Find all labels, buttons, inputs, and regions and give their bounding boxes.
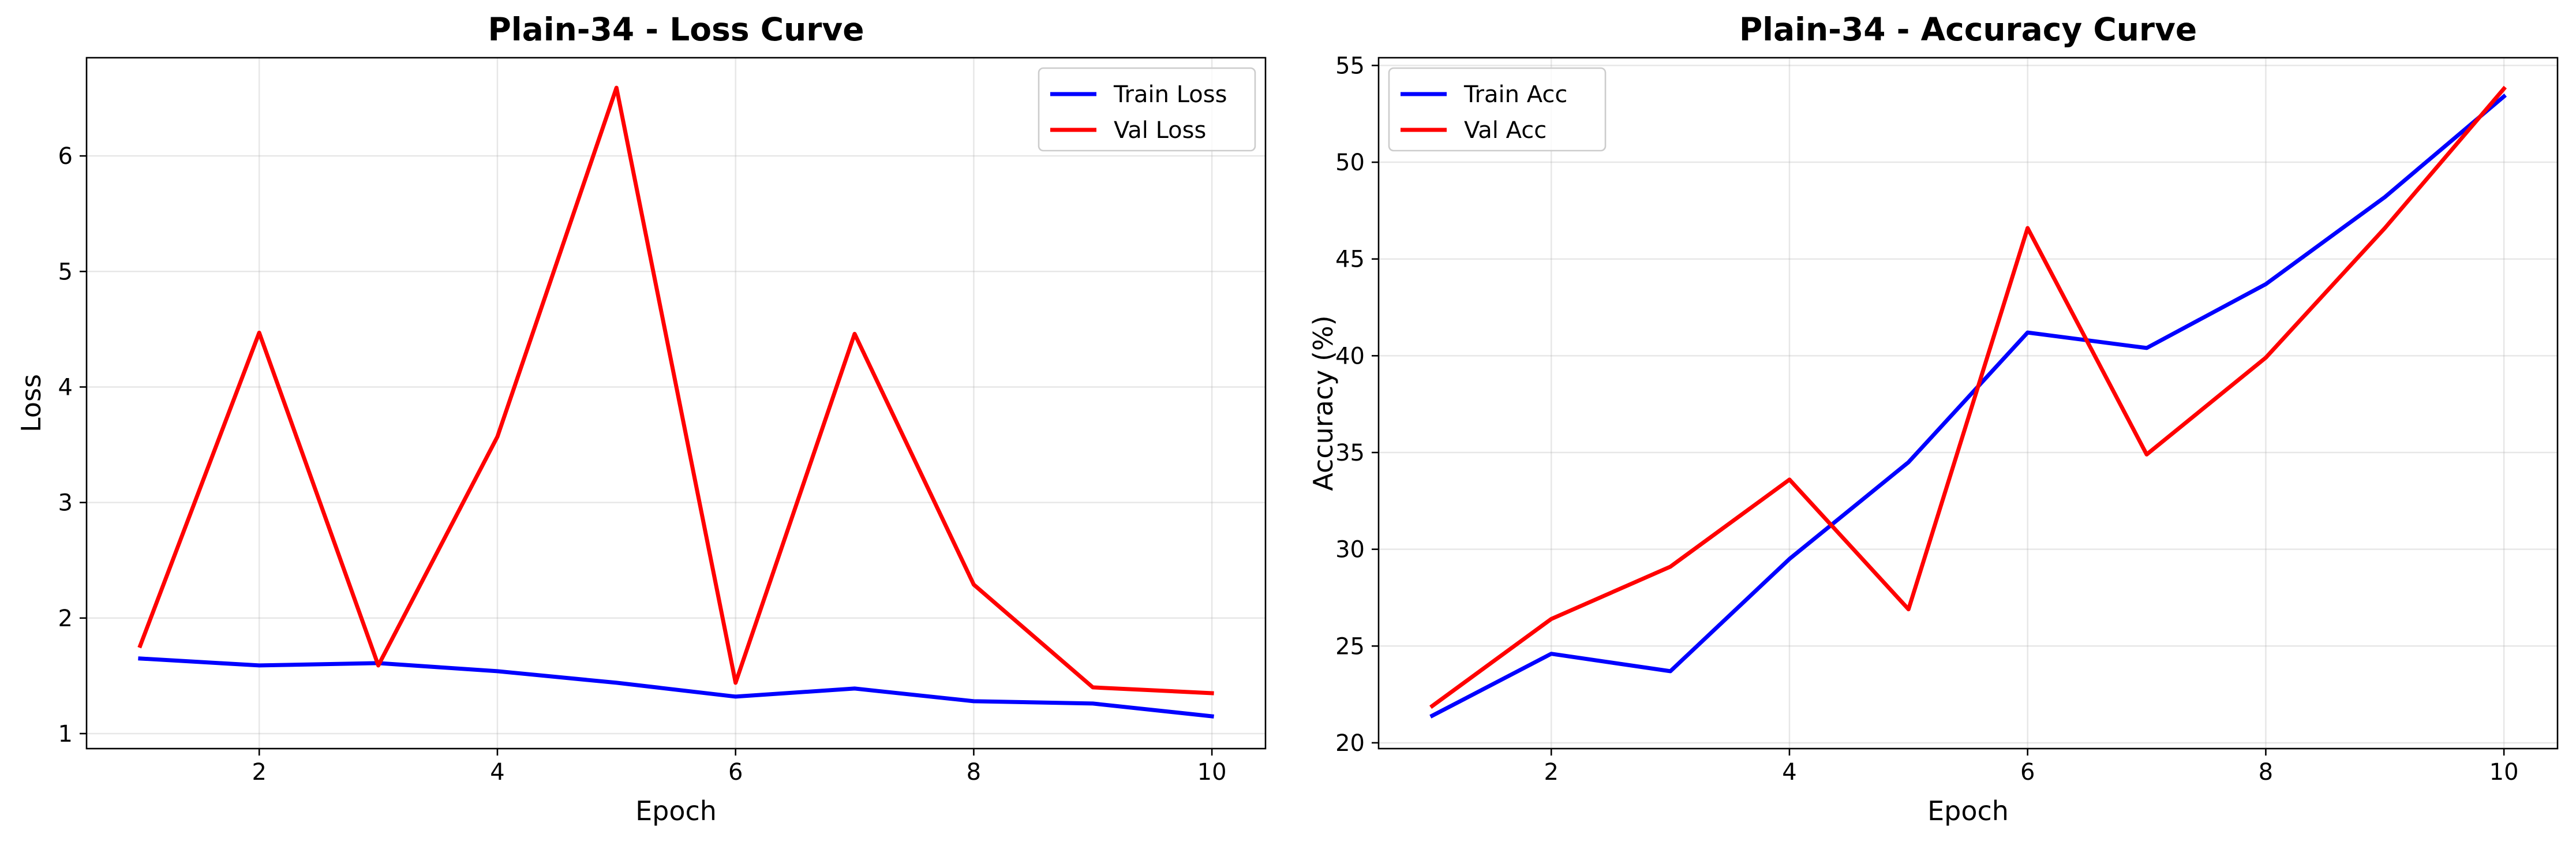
y-tick-label: 6 [58, 143, 73, 170]
x-axis-label: Epoch [635, 795, 717, 827]
x-tick-label: 4 [1782, 759, 1796, 786]
y-tick-label: 5 [58, 259, 73, 285]
series-line-train-loss [138, 656, 1214, 719]
x-tick-label: 8 [2259, 759, 2273, 786]
series-line-train-acc [1429, 94, 2507, 719]
y-tick-label: 25 [1335, 633, 1365, 660]
y-tick-label: 2 [58, 605, 73, 632]
y-tick-label: 1 [58, 721, 73, 747]
x-tick-label: 10 [1197, 759, 1227, 786]
legend-label: Val Acc [1464, 117, 1547, 144]
y-axis-label: Loss [16, 374, 47, 432]
x-tick-label: 2 [1544, 759, 1559, 786]
axes-frame [85, 57, 1267, 750]
legend-label: Train Loss [1113, 81, 1227, 108]
series-line-val-loss [137, 85, 1214, 696]
y-axis-label: Accuracy (%) [1308, 315, 1339, 491]
y-tick-label: 20 [1335, 730, 1365, 757]
y-tick-label: 40 [1335, 343, 1365, 369]
y-tick-label: 30 [1335, 537, 1365, 563]
x-tick-label: 8 [967, 759, 981, 786]
x-tick-label: 4 [490, 759, 504, 786]
x-tick-label: 6 [728, 759, 743, 786]
x-tick-label: 6 [2020, 759, 2035, 786]
x-tick-label: 10 [2489, 759, 2519, 786]
x-axis-label: Epoch [1927, 795, 2009, 827]
y-tick-label: 50 [1335, 149, 1365, 176]
x-tick-label: 2 [252, 759, 267, 786]
y-tick-label: 45 [1335, 246, 1365, 273]
y-tick-label: 55 [1335, 53, 1365, 79]
legend-label: Train Acc [1463, 81, 1567, 108]
series-line-val-acc [1429, 85, 2507, 709]
chart-title: Plain-34 - Loss Curve [488, 11, 864, 48]
y-tick-label: 3 [58, 490, 73, 517]
y-tick-label: 4 [58, 374, 73, 401]
axes-frame [1377, 57, 2559, 750]
accuracy-chart: 2 4 6 8 10 20 25 30 35 40 45 50 55 Plain-34 - Accurac… [1308, 11, 2559, 827]
chart-title: Plain-34 - Accuracy Curve [1739, 11, 2197, 48]
y-tick-label: 35 [1335, 440, 1365, 466]
legend-label: Val Loss [1114, 117, 1206, 144]
